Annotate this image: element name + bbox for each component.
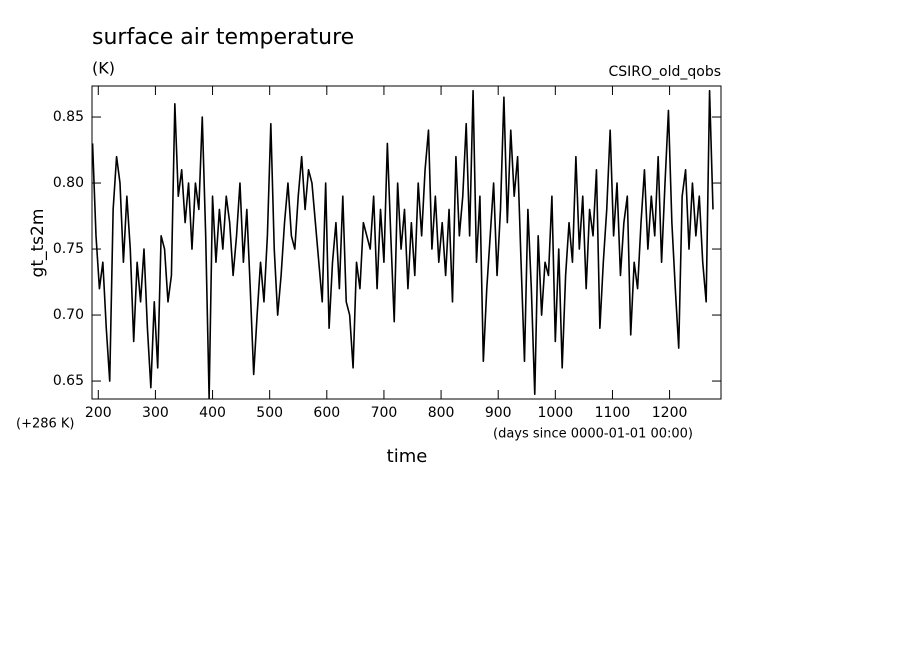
- y-axis-label: gt_ts2m: [28, 209, 48, 278]
- x-tick-label: 300: [142, 405, 169, 421]
- x-units: (days since 0000-01-01 00:00): [493, 427, 693, 442]
- y-offset-label: (+286 K): [16, 417, 75, 432]
- x-tick-label: 400: [199, 405, 226, 421]
- y-tick-label: 0.70: [53, 307, 84, 323]
- data-line: [91, 89, 714, 400]
- units: (K): [92, 59, 115, 78]
- x-tick-label: 1200: [652, 405, 688, 421]
- y-tick-label: 0.65: [53, 373, 84, 389]
- plot-frame: [91, 85, 722, 400]
- x-tick-label: 1000: [538, 405, 574, 421]
- y-tick-label: 0.80: [53, 175, 84, 191]
- chart-title: surface air temperature: [92, 25, 354, 50]
- y-tick-label: 0.85: [53, 109, 84, 125]
- annotation: CSIRO_old_qobs: [608, 64, 721, 80]
- x-tick-label: 600: [313, 405, 340, 421]
- y-tick-label: 0.75: [53, 241, 84, 257]
- x-tick-label: 500: [256, 405, 283, 421]
- x-tick-label: 700: [371, 405, 398, 421]
- x-tick-label: 1100: [595, 405, 631, 421]
- x-tick-label: 900: [485, 405, 512, 421]
- x-tick-label: 800: [428, 405, 455, 421]
- x-tick-label: 200: [85, 405, 112, 421]
- x-axis-label: time: [387, 446, 428, 467]
